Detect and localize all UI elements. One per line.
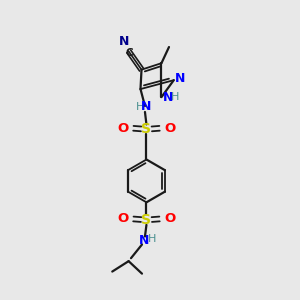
Text: H: H [148, 234, 157, 244]
Text: S: S [141, 212, 152, 226]
Text: H: H [171, 92, 179, 101]
Text: C: C [126, 48, 134, 58]
Text: N: N [119, 34, 129, 47]
Text: H: H [135, 102, 144, 112]
Text: N: N [141, 100, 152, 113]
Text: O: O [117, 122, 128, 135]
Text: O: O [117, 212, 128, 226]
Text: O: O [165, 122, 176, 135]
Text: N: N [163, 91, 173, 103]
Text: N: N [175, 72, 185, 85]
Text: O: O [165, 212, 176, 226]
Text: N: N [139, 234, 149, 247]
Text: S: S [141, 122, 152, 136]
